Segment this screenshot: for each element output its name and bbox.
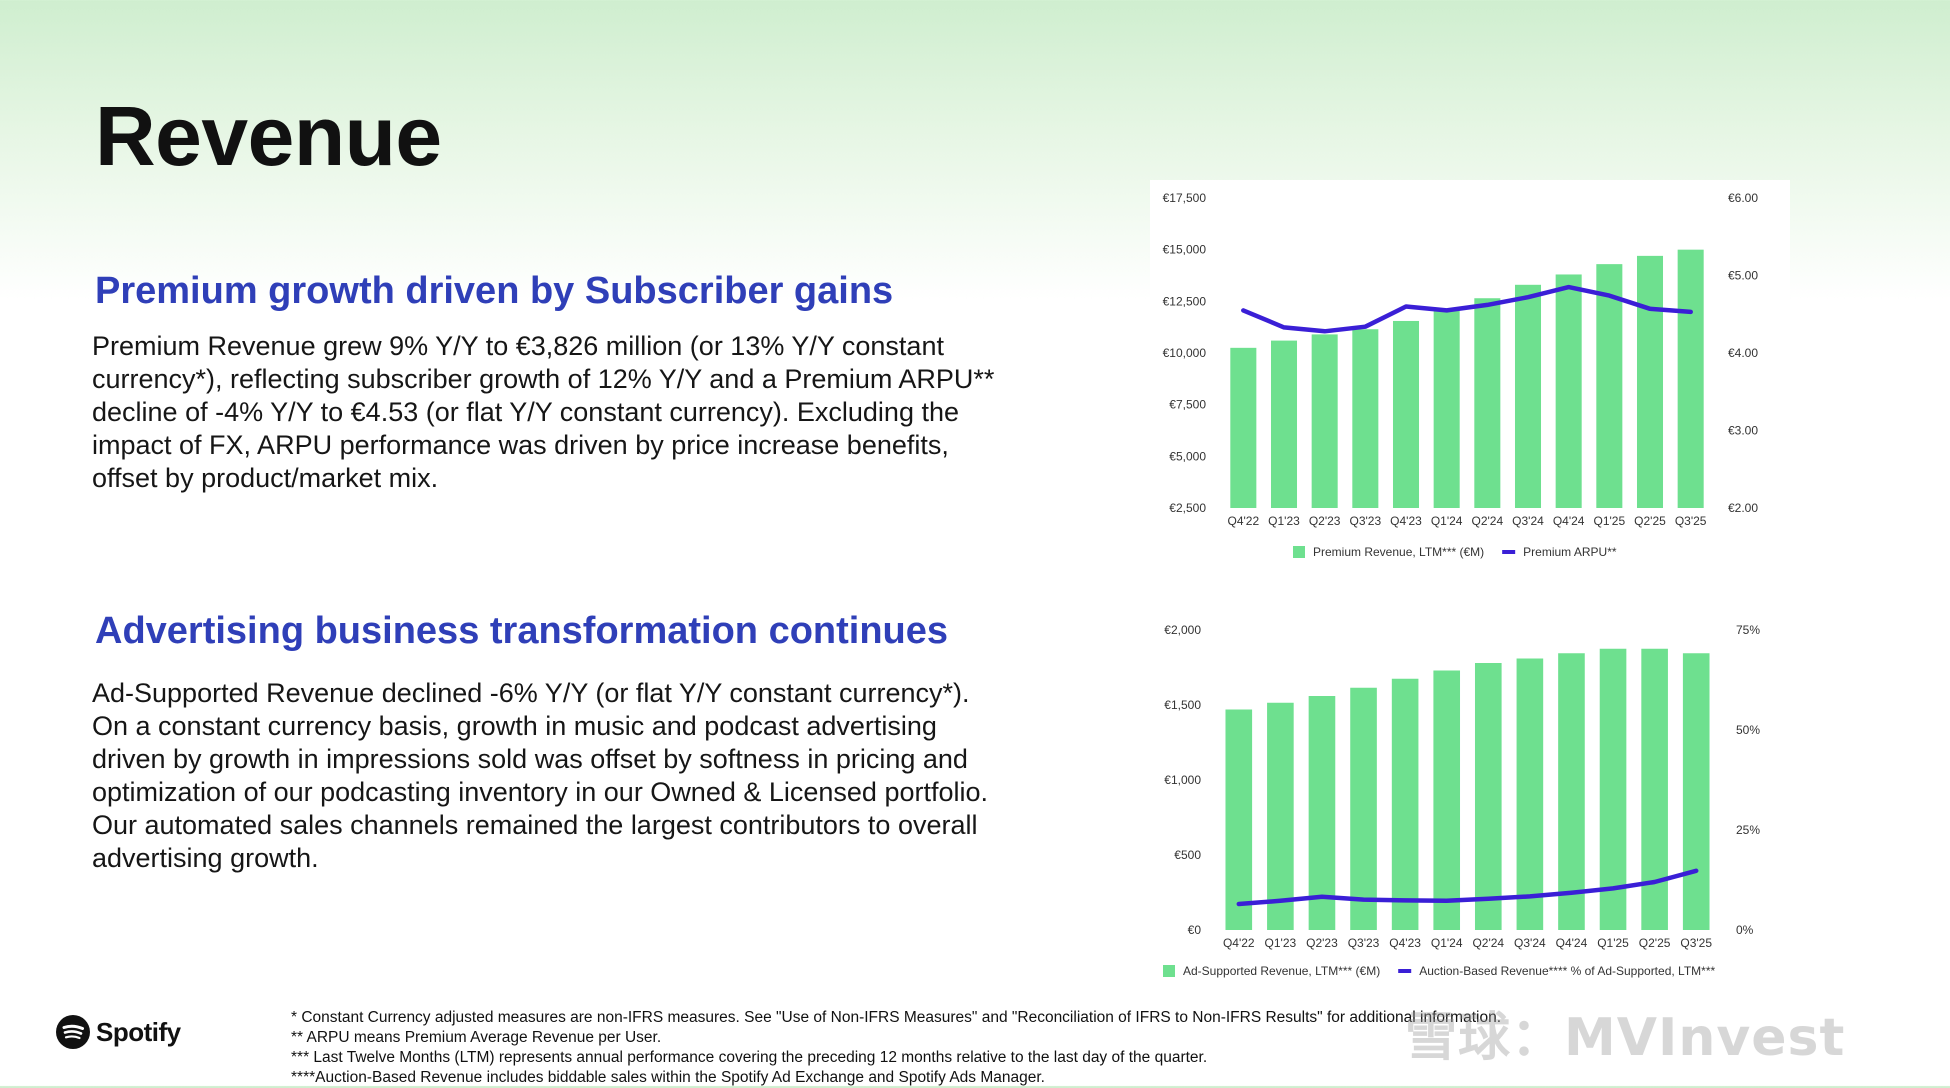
premium-chart-line — [1243, 287, 1690, 331]
adsupported-chart-x-tick-label: Q4'22 — [1223, 936, 1255, 950]
adsupported-chart-bar — [1350, 688, 1377, 930]
footnote-4: ****Auction-Based Revenue includes bidda… — [291, 1068, 1891, 1088]
adsupported-chart-x-tick-label: Q3'23 — [1348, 936, 1380, 950]
watermark: 雪球：MVInvest — [1405, 995, 1845, 1070]
premium-chart-bar — [1556, 274, 1582, 508]
adsupported-chart-y2-tick-label: 25% — [1736, 823, 1760, 837]
adsupported-chart-y-tick-label: €1,000 — [1164, 773, 1201, 787]
spotify-icon — [56, 1015, 90, 1049]
premium-chart-x-tick-label: Q4'23 — [1390, 514, 1422, 528]
adsupported-chart-x-tick-label: Q2'23 — [1306, 936, 1338, 950]
premium-chart-bar — [1474, 298, 1500, 508]
adsupported-chart-y2-tick-label: 50% — [1736, 723, 1760, 737]
adsupported-chart-y-tick-label: €500 — [1174, 848, 1201, 862]
premium-chart-y2-tick-label: €5.00 — [1728, 269, 1758, 283]
premium-chart-bar — [1515, 285, 1541, 508]
premium-chart-legend-line-label: Premium ARPU** — [1523, 545, 1617, 559]
premium-chart-y-tick-label: €17,500 — [1163, 191, 1207, 205]
premium-chart-x-tick-label: Q1'24 — [1431, 514, 1463, 528]
adsupported-chart-x-tick-label: Q2'25 — [1639, 936, 1671, 950]
section-heading-premium: Premium growth driven by Subscriber gain… — [95, 270, 893, 313]
section-heading-advertising: Advertising business transformation cont… — [95, 610, 948, 653]
adsupported-chart-legend-line-label: Auction-Based Revenue**** % of Ad-Suppor… — [1419, 964, 1715, 978]
section-body-premium: Premium Revenue grew 9% Y/Y to €3,826 mi… — [92, 330, 1012, 495]
adsupported-chart-y2-tick-label: 75% — [1736, 623, 1760, 637]
premium-revenue-chart-svg: €2,500 €5,000 €7,500 €10,000 €12,500 €15,000 €… — [1150, 180, 1790, 570]
adsupported-chart-y-tick-label: €2,000 — [1164, 623, 1201, 637]
ad-supported-revenue-chart-svg: €0 €500 €1,000 €1,500 €2,000 0% 25% 50% 75% Q4'22… — [1145, 605, 1785, 990]
page-title: Revenue — [95, 88, 442, 185]
premium-chart-x-tick-label: Q4'22 — [1228, 514, 1260, 528]
adsupported-chart-legend-bar-label: Ad-Supported Revenue, LTM*** (€M) — [1183, 964, 1380, 978]
premium-chart-legend-line-swatch — [1502, 550, 1515, 554]
premium-chart-y2-tick-label: €4.00 — [1728, 346, 1758, 360]
premium-chart-bar — [1271, 341, 1297, 508]
adsupported-chart-y-tick-label: €0 — [1188, 923, 1202, 937]
premium-chart-y-tick-label: €2,500 — [1169, 501, 1206, 515]
premium-chart-y2-tick-label: €2.00 — [1728, 501, 1758, 515]
spotify-logo: Spotify — [56, 1015, 181, 1049]
adsupported-chart-x-tick-label: Q3'24 — [1514, 936, 1546, 950]
adsupported-chart-x-tick-label: Q4'23 — [1389, 936, 1421, 950]
premium-chart-y-tick-label: €5,000 — [1169, 449, 1206, 463]
adsupported-chart-bar — [1433, 671, 1460, 931]
adsupported-chart-x-tick-label: Q3'25 — [1680, 936, 1712, 950]
premium-chart-bar — [1312, 334, 1338, 508]
premium-chart-legend-bar-label: Premium Revenue, LTM*** (€M) — [1313, 545, 1484, 559]
premium-chart-y-tick-label: €10,000 — [1163, 346, 1207, 360]
adsupported-chart-bar — [1392, 679, 1419, 930]
adsupported-chart-bar — [1641, 649, 1668, 930]
adsupported-chart-bar — [1558, 653, 1585, 930]
premium-chart-y2-tick-label: €3.00 — [1728, 424, 1758, 438]
premium-chart-y-tick-label: €7,500 — [1169, 398, 1206, 412]
section-body-advertising: Ad-Supported Revenue declined -6% Y/Y (o… — [92, 677, 1012, 875]
adsupported-chart-bar — [1683, 653, 1710, 930]
adsupported-chart-bar — [1475, 663, 1502, 930]
adsupported-chart-x-tick-label: Q2'24 — [1472, 936, 1504, 950]
adsupported-chart-x-tick-label: Q1'24 — [1431, 936, 1463, 950]
premium-chart-x-tick-label: Q4'24 — [1553, 514, 1585, 528]
premium-chart-bar — [1230, 348, 1256, 508]
adsupported-chart-bar — [1267, 703, 1294, 930]
adsupported-chart-y-tick-label: €1,500 — [1164, 698, 1201, 712]
premium-chart-bar — [1637, 256, 1663, 508]
premium-chart-x-tick-label: Q2'23 — [1309, 514, 1341, 528]
adsupported-chart-bar — [1517, 659, 1544, 931]
adsupported-chart-y2-tick-label: 0% — [1736, 923, 1754, 937]
premium-chart-bar — [1393, 321, 1419, 508]
premium-chart-x-tick-label: Q3'23 — [1350, 514, 1382, 528]
ad-supported-revenue-chart: €0 €500 €1,000 €1,500 €2,000 0% 25% 50% 75% Q4'22… — [1145, 605, 1785, 990]
premium-chart-x-tick-label: Q2'24 — [1472, 514, 1504, 528]
premium-chart-y2-tick-label: €6.00 — [1728, 191, 1758, 205]
premium-chart-x-tick-label: Q1'23 — [1268, 514, 1300, 528]
adsupported-chart-bar — [1225, 710, 1252, 931]
adsupported-chart-legend-line-swatch — [1398, 969, 1411, 973]
adsupported-chart-x-tick-label: Q1'23 — [1265, 936, 1297, 950]
premium-chart-x-tick-label: Q3'25 — [1675, 514, 1707, 528]
adsupported-chart-x-tick-label: Q1'25 — [1597, 936, 1629, 950]
adsupported-chart-x-tick-label: Q4'24 — [1556, 936, 1588, 950]
premium-chart-legend-bar-swatch — [1293, 546, 1305, 558]
premium-chart-x-tick-label: Q1'25 — [1594, 514, 1626, 528]
premium-chart-y-tick-label: €15,000 — [1163, 243, 1207, 257]
premium-revenue-chart: €2,500 €5,000 €7,500 €10,000 €12,500 €15,000 €… — [1150, 180, 1790, 570]
spotify-wordmark: Spotify — [96, 1017, 181, 1048]
adsupported-chart-legend-bar-swatch — [1163, 965, 1175, 977]
premium-chart-y-tick-label: €12,500 — [1163, 294, 1207, 308]
premium-chart-bar — [1352, 329, 1378, 508]
premium-chart-x-tick-label: Q3'24 — [1512, 514, 1544, 528]
premium-chart-bar — [1678, 250, 1704, 508]
premium-chart-bar — [1434, 310, 1460, 508]
adsupported-chart-line — [1239, 871, 1696, 904]
premium-chart-x-tick-label: Q2'25 — [1634, 514, 1666, 528]
